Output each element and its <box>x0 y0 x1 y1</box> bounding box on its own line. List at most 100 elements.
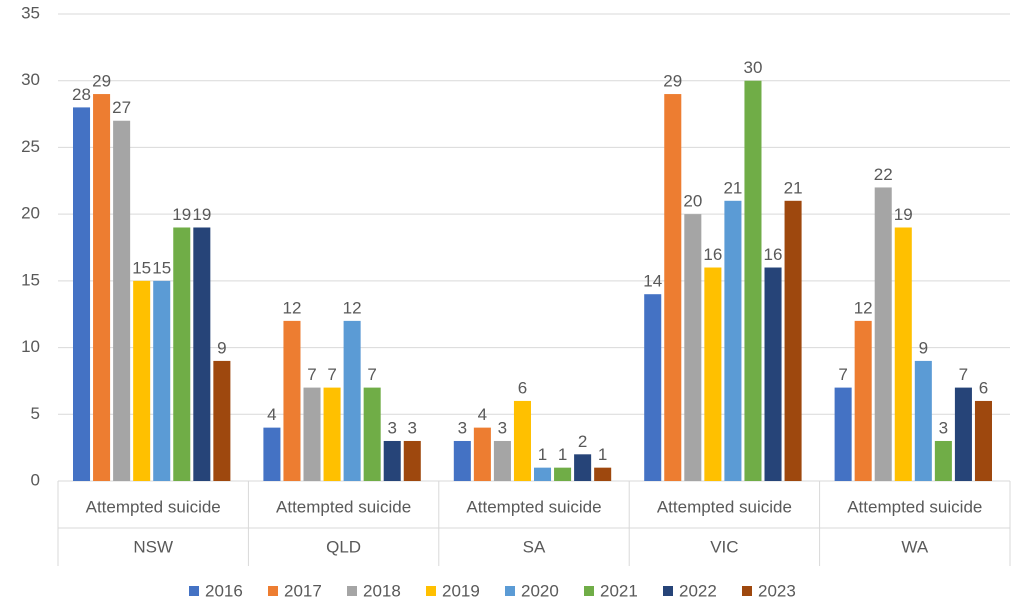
data-label: 28 <box>72 85 91 104</box>
data-label: 1 <box>558 445 567 464</box>
data-label: 4 <box>267 405 276 424</box>
data-label: 9 <box>217 338 226 357</box>
legend-swatch <box>505 586 515 596</box>
data-label: 3 <box>387 418 396 437</box>
bar <box>213 360 231 481</box>
data-label: 12 <box>343 298 362 317</box>
data-label: 29 <box>663 72 682 91</box>
data-label: 1 <box>538 445 547 464</box>
bar <box>704 267 722 481</box>
bar <box>534 467 552 481</box>
data-label: 4 <box>478 405 487 424</box>
bar <box>113 120 131 481</box>
bar <box>173 227 191 481</box>
bar <box>73 107 91 482</box>
y-tick-label: 30 <box>21 70 40 89</box>
data-label: 3 <box>498 418 507 437</box>
bar <box>554 467 572 481</box>
data-label: 6 <box>979 378 988 397</box>
data-label: 21 <box>723 178 742 197</box>
data-label: 29 <box>92 72 111 91</box>
bar <box>513 400 531 481</box>
data-label: 19 <box>192 205 211 224</box>
y-tick-label: 35 <box>21 3 40 22</box>
data-label: 16 <box>703 245 722 264</box>
data-label: 19 <box>894 205 913 224</box>
data-label: 15 <box>152 258 171 277</box>
bar <box>133 280 151 481</box>
bar <box>403 440 421 481</box>
bar <box>323 387 341 481</box>
group-label: NSW <box>133 537 173 556</box>
group-label: QLD <box>326 537 361 556</box>
bar <box>874 187 892 481</box>
x-tick-label: Attempted suicide <box>466 497 601 516</box>
legend-swatch <box>347 586 357 596</box>
bar <box>263 427 281 481</box>
bar <box>934 440 952 481</box>
bar <box>894 227 912 481</box>
data-label: 3 <box>939 418 948 437</box>
legend-label: 2020 <box>521 581 559 600</box>
bar <box>574 454 592 481</box>
legend-swatch <box>268 586 278 596</box>
legend-label: 2018 <box>363 581 401 600</box>
bar <box>493 440 511 481</box>
x-tick-label: Attempted suicide <box>86 497 221 516</box>
bar <box>283 320 301 481</box>
bar <box>343 320 361 481</box>
bar <box>854 320 872 481</box>
legend-swatch <box>742 586 752 596</box>
legend-label: 2019 <box>442 581 480 600</box>
group-label: VIC <box>710 537 738 556</box>
data-label: 9 <box>919 338 928 357</box>
bar <box>644 294 662 481</box>
data-label: 12 <box>854 298 873 317</box>
data-label: 3 <box>458 418 467 437</box>
legend-swatch <box>189 586 199 596</box>
bar <box>193 227 211 481</box>
bar <box>744 80 762 481</box>
data-label: 7 <box>327 365 336 384</box>
data-label: 3 <box>408 418 417 437</box>
bar <box>784 200 802 482</box>
legend-swatch <box>663 586 673 596</box>
legend-label: 2017 <box>284 581 322 600</box>
data-label: 15 <box>132 258 151 277</box>
data-label: 7 <box>959 365 968 384</box>
data-label: 19 <box>172 205 191 224</box>
data-label: 12 <box>283 298 302 317</box>
bar <box>974 400 992 481</box>
data-label: 7 <box>307 365 316 384</box>
bar <box>363 387 381 481</box>
data-label: 27 <box>112 98 131 117</box>
legend-label: 2021 <box>600 581 638 600</box>
data-label: 16 <box>764 245 783 264</box>
data-label: 7 <box>367 365 376 384</box>
bar <box>764 267 782 481</box>
data-label: 30 <box>744 58 763 77</box>
data-label: 6 <box>518 378 527 397</box>
bar <box>594 467 612 481</box>
legend-label: 2023 <box>758 581 796 600</box>
data-label: 7 <box>838 365 847 384</box>
y-tick-label: 25 <box>21 137 40 156</box>
bar <box>473 427 491 481</box>
legend-swatch <box>584 586 594 596</box>
bar <box>383 440 401 481</box>
group-label: WA <box>901 537 928 556</box>
legend-label: 2022 <box>679 581 717 600</box>
data-label: 14 <box>643 272 662 291</box>
y-tick-label: 10 <box>21 337 40 356</box>
bar <box>834 387 852 481</box>
bar <box>664 94 682 482</box>
y-tick-label: 0 <box>31 470 40 489</box>
bar <box>914 360 932 481</box>
legend-label: 2016 <box>205 581 243 600</box>
y-tick-label: 15 <box>21 270 40 289</box>
bar <box>453 440 471 481</box>
group-label: SA <box>523 537 546 556</box>
data-label: 20 <box>683 192 702 211</box>
x-tick-label: Attempted suicide <box>657 497 792 516</box>
